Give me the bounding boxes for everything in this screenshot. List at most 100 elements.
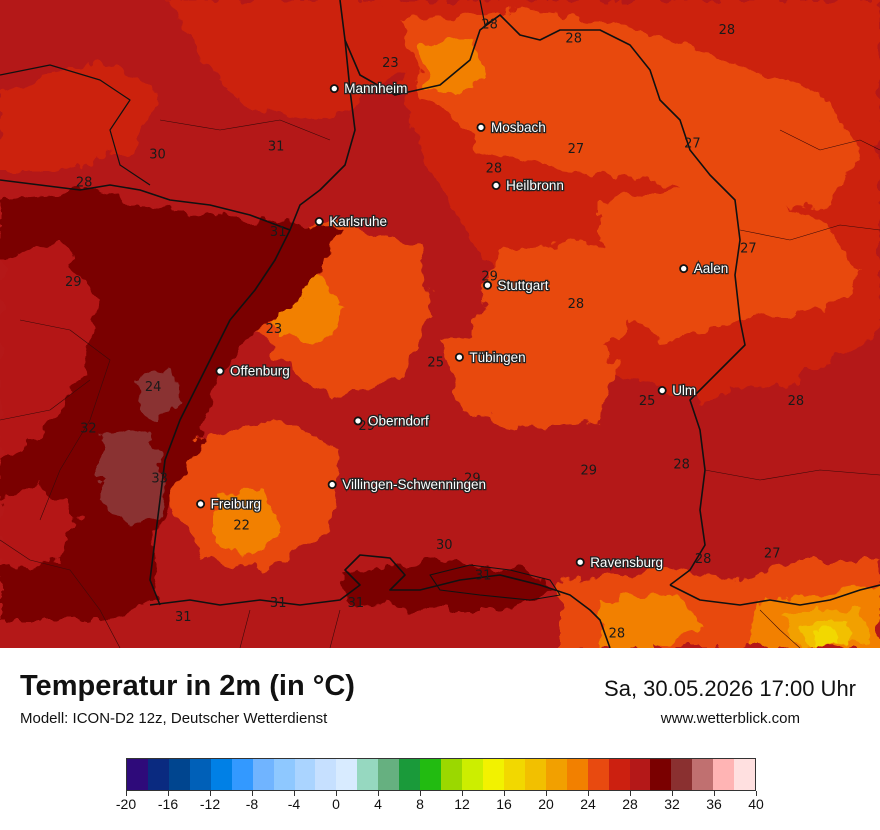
zone-32-34-upper-rhine [100,430,165,525]
city-marker: Freiburg [196,495,262,513]
temperature-label: 24 [145,380,162,395]
city-marker: Offenburg [215,362,291,380]
border-rhine-west [149,39,356,606]
temperature-label: 33 [151,472,168,487]
legend-swatch [482,759,504,790]
border-admin-7 [0,539,121,648]
website-link[interactable]: www.wetterblick.com [660,710,800,727]
city-label: Mannheim [344,81,407,96]
border-admin-6 [779,129,880,151]
city-label: Mosbach [491,120,546,135]
legend-swatch [692,759,714,790]
temperature-label: 29 [581,463,598,478]
legend-tick [713,791,715,796]
temperature-labels: 28 28 28 23 31 30 27 27 28 28 31 27 29 29 28 23 25 24 25 28… [65,17,804,641]
zone-22-24-alps [600,595,700,648]
border-admin-4 [739,224,880,241]
legend-swatch [315,759,337,790]
city-label: Tübingen [469,350,525,365]
border-admin-8 [239,609,251,648]
legend-tick-label: 16 [496,796,512,812]
legend-tick-label: 24 [580,796,596,812]
city-dot-icon [657,385,667,395]
temperature-label: 29 [481,269,498,284]
temperature-label: 23 [382,56,399,71]
temperature-label: 27 [764,546,781,561]
legend-tick-label: 40 [748,796,764,812]
legend-swatch [378,759,400,790]
city-marker: Heilbronn [491,177,565,194]
temperature-label: 28 [719,23,736,38]
city-marker: Mannheim [329,80,409,97]
legend-tick [251,791,253,796]
legend-tick [671,791,673,796]
legend-swatch [127,759,148,790]
temperature-map: 28 28 28 23 31 30 27 27 28 28 31 27 29 29 28 23 25 24 25 28… [0,0,880,648]
temperature-label: 25 [639,394,656,409]
legend-swatch [252,759,274,790]
temperature-label: 28 [565,31,582,46]
legend-tick [461,791,463,796]
legend-tick-label: 32 [664,796,680,812]
legend-tick-label: -4 [287,796,301,812]
city-label: Oberndorf [368,413,429,428]
legend-swatch [629,759,651,790]
city-dot-icon [454,352,464,362]
temperature-label: 30 [149,148,166,163]
zone-32-34-upper-rhine-north [135,370,180,420]
city-label: Ravensburg [590,555,663,570]
temperature-label: 28 [486,161,503,176]
city-dot-icon [215,366,225,376]
legend-swatch [650,759,672,790]
legend-swatch [441,759,462,790]
legend-tick-label: -16 [157,796,179,812]
legend-tick-label: -20 [115,796,137,812]
legend-tick-label: 8 [416,796,424,812]
zone-28-30-palatinate [0,60,160,170]
city-marker: Mosbach [476,119,547,136]
legend-swatch [462,759,483,790]
city-dot-icon [314,216,324,226]
map-footer: Temperatur in 2m (in °C) Modell: ICON-D2… [0,648,880,830]
temperature-label: 27 [568,142,585,157]
temperature-label: 28 [609,627,626,642]
legend-swatch [210,759,232,790]
zone-28-30-north [170,0,400,120]
city-marker: Ravensburg [575,553,664,571]
city-markers: Mannheim Mosbach Heilbronn Karlsruhe Aalen St… [196,80,730,571]
zone-22-24-southern-black-forest [215,490,280,560]
zone-24-28-east [600,180,860,340]
city-label: Ulm [672,383,696,398]
forecast-datetime: Sa, 30.05.2026 17:00 Uhr [604,676,856,701]
city-marker: Villingen-Schwenningen [327,476,487,493]
legend-tick-label: 28 [622,796,638,812]
legend-swatch [713,759,735,790]
temperature-label: 28 [695,552,712,567]
legend-tick [167,791,169,796]
legend-swatch [357,759,379,790]
zone-16-18-alps [815,630,838,648]
legend-swatch [420,759,442,790]
city-label: Freiburg [211,497,261,512]
legend-swatch [336,759,358,790]
legend-tick [335,791,337,796]
legend-swatch [231,759,253,790]
legend-tick-label: 0 [332,796,340,812]
legend-swatch [734,759,756,790]
city-dot-icon [353,416,363,426]
legend-tick-label: 20 [538,796,554,812]
legend-swatch [273,759,295,790]
border-swiss [149,554,611,648]
legend-swatch [168,759,190,790]
city-dot-icon [476,122,486,132]
legend-tick [293,791,295,796]
city-marker: Stuttgart [482,276,550,294]
zone-28-30-vosges [0,240,100,460]
zone-24-28-swabian-alb [440,320,620,430]
city-dot-icon [575,557,585,567]
legend-swatch [399,759,421,790]
border-north-west [0,64,151,186]
map-title: Temperatur in 2m (in °C) [20,670,355,702]
color-legend [126,758,756,791]
